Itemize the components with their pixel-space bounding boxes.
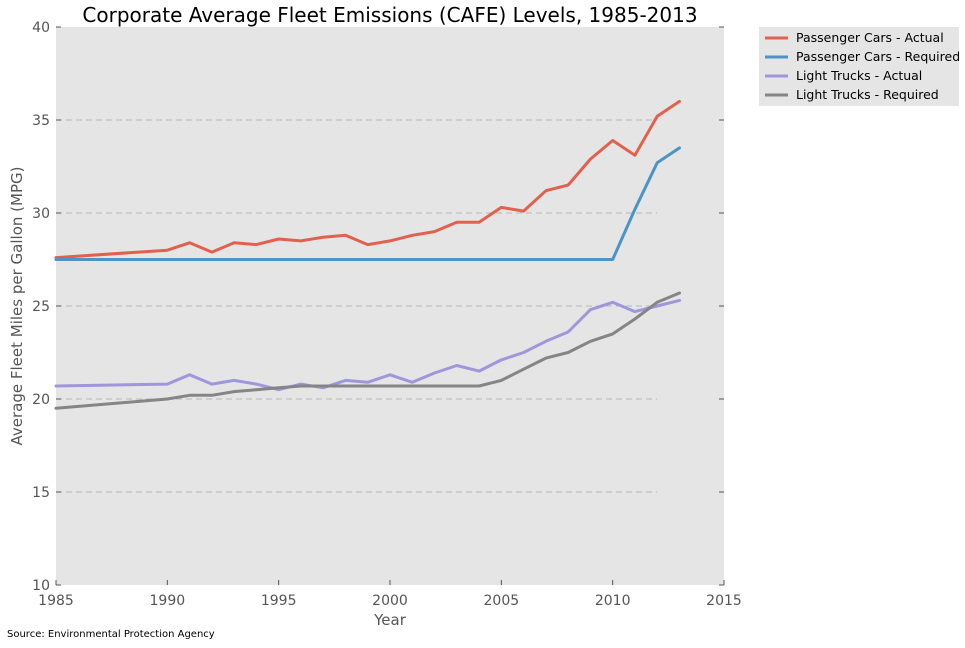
x-tick-label: 1985 (38, 593, 74, 609)
series-line-2 (54, 298, 681, 392)
legend-box (759, 27, 959, 106)
x-tick-label: 2000 (372, 593, 408, 609)
series-line-0 (54, 99, 681, 260)
y-tick-label: 35 (32, 113, 50, 129)
y-tick-label: 25 (32, 299, 50, 315)
x-tick-label: 1990 (150, 593, 186, 609)
series-lines (54, 99, 681, 410)
source-note: Source: Environmental Protection Agency (7, 629, 215, 640)
legend-label: Passenger Cars - Actual (796, 30, 944, 45)
x-tick-label: 1995 (261, 593, 297, 609)
series-line-1 (54, 146, 681, 261)
legend-label: Light Trucks - Actual (796, 68, 922, 83)
x-tick-label: 2005 (484, 593, 520, 609)
y-tick-label: 10 (32, 578, 50, 594)
y-tick-label: 30 (32, 206, 50, 222)
y-tick-label: 20 (32, 392, 50, 408)
tick-labels: 10 15 20 25 30 35 40 1985 1990 1995 2000 2005 2010 20… (32, 20, 742, 609)
x-tick-label: 2015 (706, 593, 742, 609)
series-line-3 (54, 291, 681, 410)
axis-ticks (55, 26, 725, 586)
chart-title: Corporate Average Fleet Emissions (CAFE)… (82, 3, 697, 27)
y-tick-label: 15 (32, 485, 50, 501)
legend-label: Light Trucks - Required (796, 87, 939, 102)
y-tick-label: 40 (32, 20, 50, 36)
legend: Passenger Cars - Actual Passenger Cars - … (759, 27, 960, 106)
x-tick-label: 2010 (595, 593, 631, 609)
y-axis-label: Average Fleet Miles per Gallon (MPG) (8, 167, 26, 446)
x-axis-label: Year (373, 611, 407, 629)
legend-label: Passenger Cars - Required (796, 49, 960, 64)
